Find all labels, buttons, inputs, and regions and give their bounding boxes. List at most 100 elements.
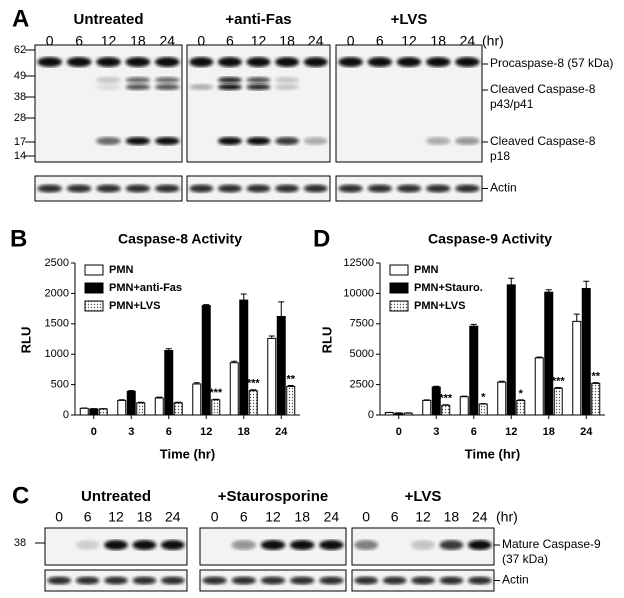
mw-marker: 38 [14, 537, 26, 549]
significance: * [519, 388, 524, 400]
band [275, 137, 300, 145]
band [467, 576, 492, 585]
time-label: 6 [391, 509, 399, 525]
mw-marker: 49 [14, 70, 26, 82]
band [37, 57, 63, 67]
band [455, 137, 480, 145]
error-bar [470, 323, 477, 327]
error-bar [508, 277, 515, 285]
band [246, 57, 271, 67]
time-label: 24 [324, 509, 340, 525]
bar [497, 381, 507, 416]
panel-letter: C [12, 482, 29, 509]
band [125, 84, 151, 90]
time-label: 6 [84, 509, 92, 525]
band [303, 57, 328, 67]
significance: *** [552, 375, 566, 387]
group-label: +anti-Fas [225, 11, 291, 28]
x-tick-label: 24 [275, 426, 288, 438]
legend-label: PMN+LVS [414, 300, 465, 312]
mw-marker: 62 [14, 44, 26, 56]
mw-marker: 17 [14, 136, 26, 148]
band-label: Procaspase-8 (57 kDa) [490, 56, 613, 70]
bar [126, 390, 136, 416]
legend-swatch [389, 300, 409, 312]
band [154, 184, 180, 193]
band [439, 540, 464, 550]
bar [276, 316, 286, 416]
significance: * [481, 391, 486, 403]
bar [248, 390, 258, 416]
legend-swatch [389, 264, 409, 276]
legend-swatch [84, 300, 104, 312]
band [96, 184, 121, 193]
error-bar [536, 356, 543, 358]
error-bar [118, 399, 125, 401]
band [217, 57, 242, 67]
unit-label: (hr) [482, 33, 504, 49]
y-axis-label: RLU [18, 327, 33, 354]
x-tick-label: 0 [91, 426, 97, 438]
band-label: Actin [502, 573, 529, 587]
time-label: 6 [376, 33, 384, 49]
band [303, 184, 328, 193]
significance: *** [439, 393, 453, 405]
band [367, 184, 393, 193]
x-tick-label: 3 [433, 426, 439, 438]
error-bar [287, 385, 294, 387]
bar [469, 325, 479, 416]
band [319, 540, 344, 550]
chart-title: Caspase-8 Activity [118, 231, 242, 247]
significance: *** [247, 378, 261, 390]
band [96, 137, 121, 145]
band [189, 184, 214, 193]
legend-swatch [389, 282, 409, 294]
band [260, 540, 286, 550]
band [246, 77, 271, 83]
band [289, 540, 315, 550]
band [125, 57, 151, 67]
error-bar [156, 396, 163, 398]
band-label: (37 kDa) [502, 552, 548, 566]
mw-marker: 28 [14, 112, 26, 124]
band [96, 77, 121, 83]
panel-letter: A [12, 5, 29, 32]
band [132, 576, 157, 585]
legend-label: PMN+LVS [109, 300, 160, 312]
time-label: 12 [265, 509, 281, 525]
bar [267, 337, 277, 416]
group-label: +Staurosporine [218, 488, 328, 505]
band [354, 540, 379, 550]
band [37, 184, 63, 193]
band [160, 540, 185, 550]
bar [534, 357, 544, 416]
time-label: 6 [226, 33, 234, 49]
error-bar [433, 385, 440, 388]
mw-marker: 38 [14, 91, 26, 103]
band [217, 184, 242, 193]
x-tick-label: 12 [505, 426, 517, 438]
band [354, 576, 379, 585]
y-tick-label: 1000 [45, 348, 69, 360]
band [382, 576, 407, 585]
y-tick-label: 5000 [350, 348, 374, 360]
legend-swatch [84, 282, 104, 294]
band [289, 576, 315, 585]
error-bar [278, 301, 285, 317]
y-tick-label: 10000 [343, 287, 374, 299]
x-axis-label: Time (hr) [465, 446, 520, 461]
bar [192, 383, 202, 416]
band [125, 77, 151, 83]
time-label: 0 [197, 33, 205, 49]
band [275, 84, 300, 90]
legend-label: PMN [109, 264, 134, 276]
bar [581, 288, 591, 416]
y-tick-label: 0 [368, 409, 374, 421]
bar [211, 399, 221, 416]
band [217, 84, 242, 90]
error-bar [592, 382, 599, 384]
bar [229, 362, 239, 416]
band [104, 540, 128, 550]
x-tick-label: 0 [396, 426, 402, 438]
